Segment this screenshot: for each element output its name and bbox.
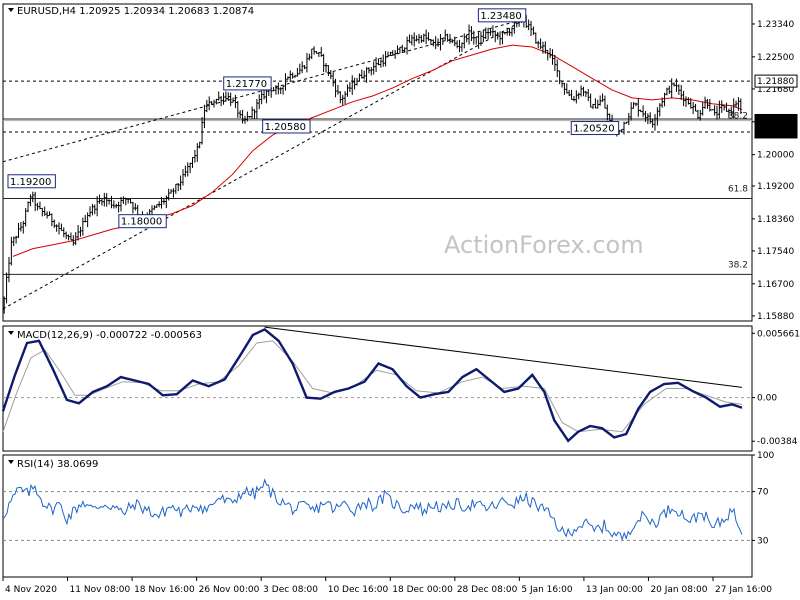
rsi-panel-frame bbox=[2, 454, 753, 578]
chart-header: EURUSD,H4 1.20925 1.20934 1.20683 1.2087… bbox=[17, 6, 254, 17]
price-axis-label: 1.16700 bbox=[757, 280, 794, 290]
time-axis: 4 Nov 2020 11 Nov 08:00 18 Nov 16:00 26 Nov… bbox=[2, 577, 772, 595]
rsi-line bbox=[2, 478, 743, 542]
rsi-axis-label: 30 bbox=[757, 536, 769, 546]
price-annotation-box bbox=[223, 76, 272, 91]
rsi-panel: 100 70 30 RSI(14) 38.0699 bbox=[2, 451, 774, 578]
rsi-axis-label: 100 bbox=[757, 451, 774, 461]
fibo-level-label: 38.2 bbox=[728, 261, 748, 271]
price-annotation: 1.20580 bbox=[265, 122, 306, 133]
macd-panel-frame bbox=[2, 325, 753, 452]
time-axis-label: 10 Dec 16:00 bbox=[328, 585, 389, 595]
time-axis-label: 28 Dec 08:00 bbox=[457, 585, 518, 595]
price-annotation: 1.23480 bbox=[480, 11, 521, 22]
header-group: EURUSD,H4 1.20925 1.20934 1.20683 1.2087… bbox=[8, 6, 254, 17]
price-annotation-box bbox=[262, 119, 311, 134]
price-tag: 1.20874 bbox=[757, 116, 794, 126]
price-tag: 1.20580 bbox=[757, 128, 794, 138]
price-bars bbox=[2, 13, 743, 314]
price-axis-label: 1.23340 bbox=[757, 20, 794, 30]
macd-line bbox=[1, 327, 743, 443]
time-axis-label: 3 Dec 08:00 bbox=[263, 585, 318, 595]
time-axis-label: 4 Nov 2020 bbox=[5, 585, 57, 595]
rsi-collapse-icon[interactable] bbox=[8, 460, 14, 464]
price-axis-label: 1.17540 bbox=[757, 247, 794, 257]
price-annotation-box bbox=[477, 8, 527, 23]
price-axis-label: 1.22500 bbox=[757, 53, 794, 63]
price-annotation: 1.20520 bbox=[573, 124, 614, 135]
time-axis-label: 11 Nov 08:00 bbox=[70, 585, 131, 595]
rsi-axis-label: 70 bbox=[757, 488, 769, 498]
price-panel: ActionForex.com 38.2 61.8 38.2 1.23480 1.21… bbox=[2, 3, 798, 322]
macd-label: MACD(12,26,9) -0.000722 -0.000563 bbox=[17, 330, 202, 341]
time-axis-label: 18 Dec 00:00 bbox=[392, 585, 453, 595]
price-axis-label: 1.15880 bbox=[757, 312, 794, 322]
price-axis-label: 1.20000 bbox=[757, 151, 794, 161]
watermark: ActionForex.com bbox=[444, 231, 644, 259]
price-panel-frame bbox=[2, 3, 753, 322]
macd-collapse-icon[interactable] bbox=[8, 331, 14, 335]
time-axis-label: 18 Nov 16:00 bbox=[134, 585, 195, 595]
price-annotation: 1.21770 bbox=[226, 79, 267, 90]
price-annotation: 1.18000 bbox=[121, 217, 162, 228]
time-axis-label: 20 Jan 08:00 bbox=[650, 585, 707, 595]
price-annotation-box bbox=[118, 214, 167, 229]
time-axis-label: 27 Jan 16:00 bbox=[715, 585, 772, 595]
price-annotation: 1.19200 bbox=[10, 177, 51, 188]
fibo-level-label: 61.8 bbox=[728, 185, 748, 195]
rsi-label: RSI(14) 38.0699 bbox=[17, 459, 98, 470]
price-annotation-box bbox=[570, 121, 620, 136]
macd-axis-label: -0.00384 bbox=[757, 437, 798, 447]
time-axis-label: 13 Jan 00:00 bbox=[586, 585, 643, 595]
price-axis-label: 1.21680 bbox=[757, 85, 794, 95]
collapse-triangle-icon[interactable] bbox=[8, 8, 14, 12]
price-axis-label: 1.19200 bbox=[757, 182, 794, 192]
price-axis-label: 1.18360 bbox=[757, 215, 794, 225]
price-annotation-box bbox=[7, 174, 56, 189]
fibo-level-label: 38.2 bbox=[728, 111, 748, 121]
macd-axis-label: 0.00 bbox=[757, 394, 777, 404]
price-tag-box bbox=[754, 125, 798, 139]
macd-trendline bbox=[264, 326, 743, 388]
time-axis-label: 26 Nov 00:00 bbox=[199, 585, 260, 595]
price-tag-box bbox=[754, 74, 798, 88]
macd-panel: 0.005661 0.00 -0.00384 MACD(12,26,9) -0.00… bbox=[1, 325, 800, 452]
price-tag: 1.21880 bbox=[757, 77, 794, 87]
time-axis-label: 5 Jan 16:00 bbox=[521, 585, 573, 595]
macd-axis-label: 0.005661 bbox=[757, 329, 800, 339]
